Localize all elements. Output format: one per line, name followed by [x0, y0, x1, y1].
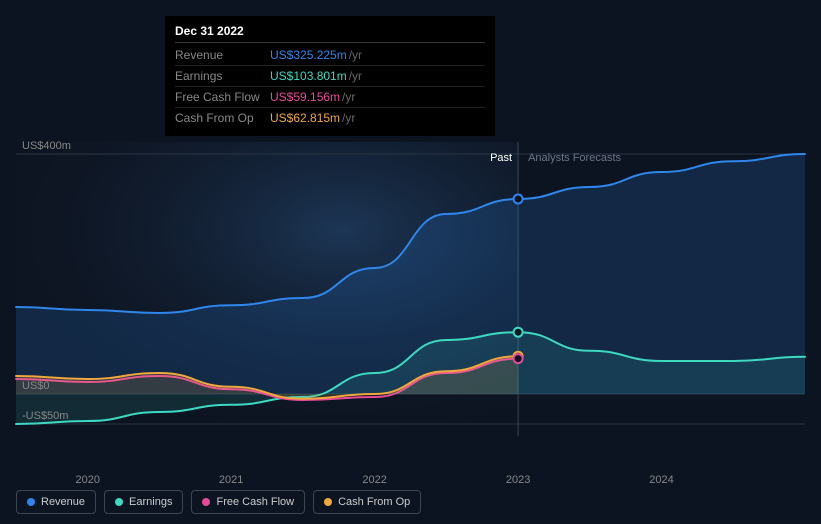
legend-dot-icon [27, 498, 35, 506]
chart-legend: Revenue Earnings Free Cash Flow Cash From O… [16, 490, 421, 514]
marker-dot [514, 195, 523, 204]
x-axis-label: 2022 [362, 474, 386, 486]
legend-item-label: Earnings [129, 496, 172, 508]
marker-dot [514, 354, 523, 363]
chart-tooltip: Dec 31 2022 RevenueUS$325.225m/yrEarning… [165, 16, 495, 136]
legend-item-label: Free Cash Flow [216, 496, 294, 508]
tooltip-row-unit: /yr [342, 111, 355, 125]
x-axis-label: 2020 [75, 474, 99, 486]
y-axis-label: US$0 [22, 380, 50, 392]
legend-item[interactable]: Cash From Op [313, 490, 421, 514]
tooltip-row-unit: /yr [349, 69, 362, 83]
tooltip-row-label: Revenue [175, 48, 270, 62]
legend-item[interactable]: Revenue [16, 490, 96, 514]
legend-dot-icon [324, 498, 332, 506]
tooltip-row-value: US$62.815m [270, 111, 340, 125]
tooltip-row-label: Cash From Op [175, 111, 270, 125]
tooltip-row-unit: /yr [349, 48, 362, 62]
tooltip-row: RevenueUS$325.225m/yr [175, 45, 485, 66]
y-axis-label: US$400m [22, 140, 71, 152]
tooltip-row: EarningsUS$103.801m/yr [175, 66, 485, 87]
tooltip-row: Cash From OpUS$62.815m/yr [175, 108, 485, 128]
tooltip-row-label: Free Cash Flow [175, 90, 270, 104]
legend-item-label: Revenue [41, 496, 85, 508]
legend-dot-icon [202, 498, 210, 506]
past-label: Past [490, 152, 512, 164]
chart-area: US$400mUS$0-US$50m20202021202220232024Pa… [16, 120, 805, 464]
x-axis-label: 2024 [649, 474, 673, 486]
legend-dot-icon [115, 498, 123, 506]
x-axis-label: 2021 [219, 474, 243, 486]
tooltip-row-value: US$103.801m [270, 69, 347, 83]
line-chart [16, 120, 805, 464]
marker-dot [514, 328, 523, 337]
forecast-label: Analysts Forecasts [528, 152, 621, 164]
legend-item[interactable]: Earnings [104, 490, 183, 514]
x-axis-label: 2023 [506, 474, 530, 486]
tooltip-row-value: US$325.225m [270, 48, 347, 62]
tooltip-row-value: US$59.156m [270, 90, 340, 104]
tooltip-row: Free Cash FlowUS$59.156m/yr [175, 87, 485, 108]
legend-item[interactable]: Free Cash Flow [191, 490, 305, 514]
legend-item-label: Cash From Op [338, 496, 410, 508]
tooltip-row-label: Earnings [175, 69, 270, 83]
tooltip-date: Dec 31 2022 [175, 24, 485, 43]
y-axis-label: -US$50m [22, 410, 68, 422]
tooltip-row-unit: /yr [342, 90, 355, 104]
